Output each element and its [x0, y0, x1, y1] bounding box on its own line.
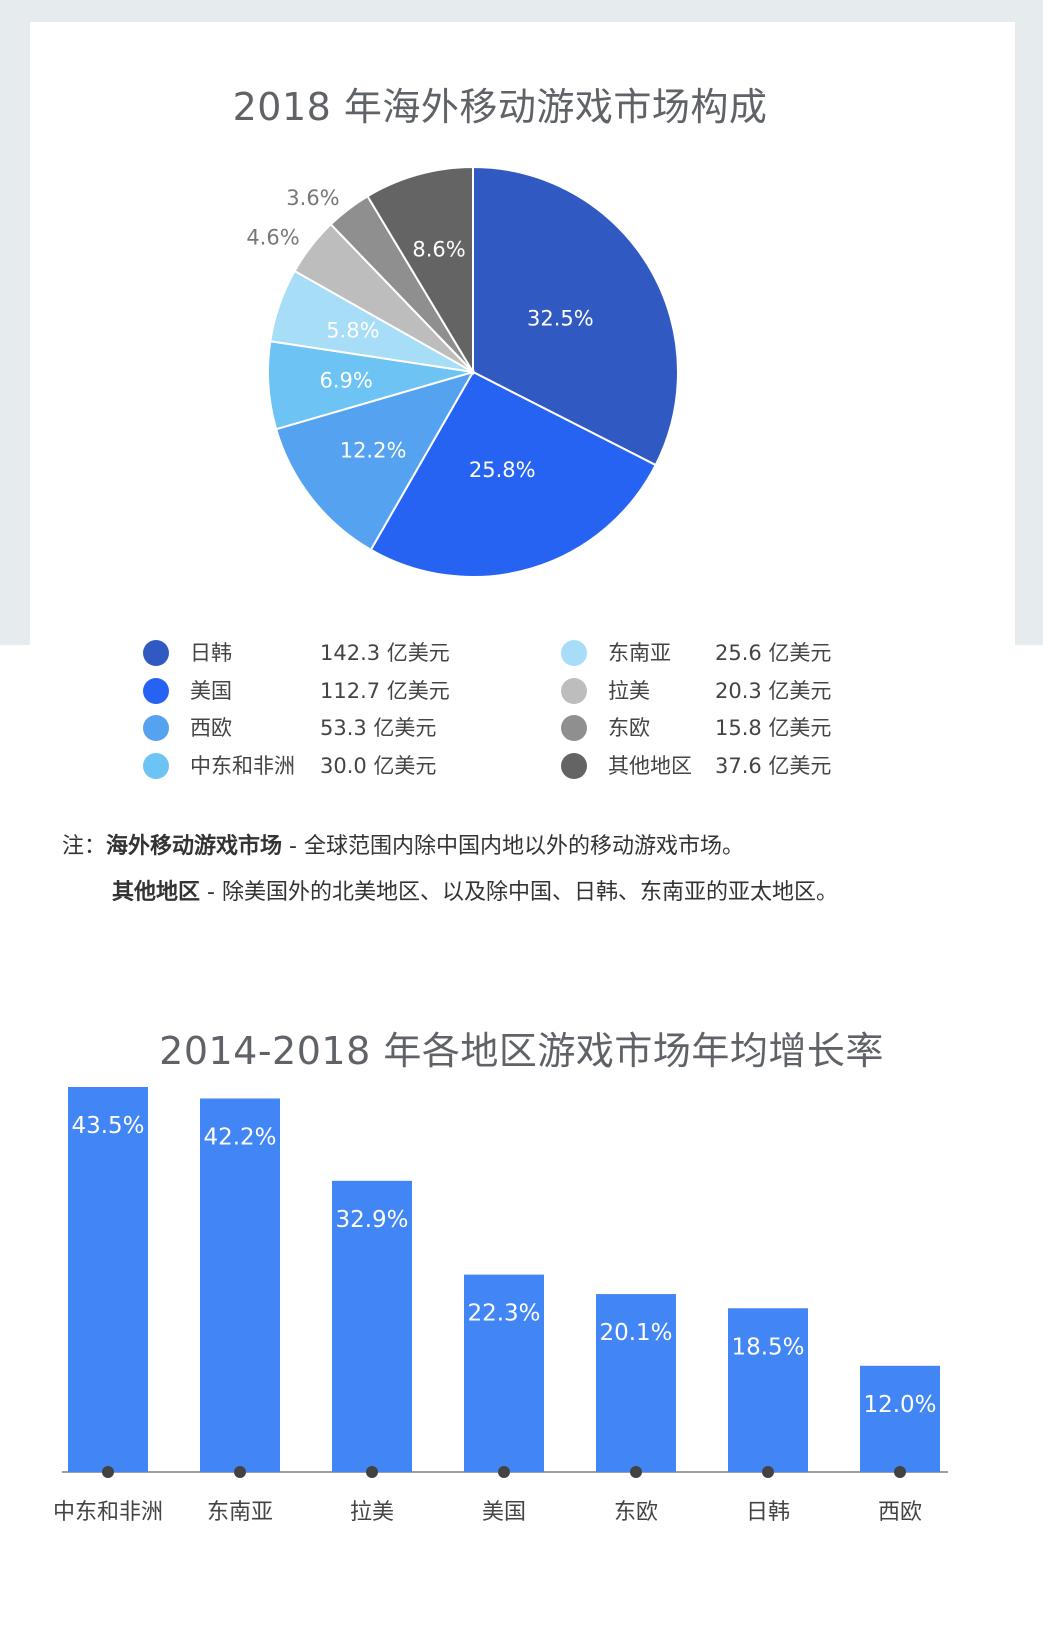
legend-label: 东南亚 [608, 641, 671, 665]
bar-value-label-1: 42.2% [203, 1125, 276, 1151]
pie-slice-label-4: 5.8% [326, 318, 379, 342]
pie-slice-label-6: 3.6% [286, 186, 339, 210]
bar-tick-dot-4 [630, 1466, 642, 1478]
legend-label: 日韩 [190, 641, 232, 665]
footnote-term-1: 海外移动游戏市场 [106, 834, 283, 859]
legend-swatch [143, 715, 169, 741]
bar-tick-dot-2 [366, 1466, 378, 1478]
legend-value: 25.6 亿美元 [715, 641, 832, 665]
legend-swatch [143, 677, 169, 704]
bar-category-label-4: 东欧 [614, 1500, 658, 1525]
legend-value: 53.3 亿美元 [320, 716, 437, 740]
bar-5 [728, 1308, 808, 1472]
legend-swatch [561, 640, 587, 666]
pie-slice-label-1: 25.8% [469, 458, 536, 482]
legend-swatch [561, 677, 587, 704]
legend-label: 中东和非洲 [190, 753, 295, 778]
pie-legend: 日韩 142.3 亿美元美国 112.7 亿美元西欧 53.3 亿美元中东和非洲 30.… [0, 640, 1043, 810]
bar-category-label-5: 日韩 [746, 1500, 790, 1525]
bar-value-label-0: 43.5% [71, 1113, 144, 1139]
legend-value: 142.3 亿美元 [320, 641, 450, 665]
pie-slice-label-3: 6.9% [319, 368, 372, 392]
bar-1 [200, 1098, 280, 1472]
bar-tick-dot-0 [102, 1466, 114, 1478]
bar-tick-dot-5 [762, 1466, 774, 1478]
bar-category-label-1: 东南亚 [207, 1500, 273, 1525]
legend-label: 美国 [190, 678, 232, 703]
bar-0 [68, 1087, 148, 1472]
legend-value: 37.6 亿美元 [715, 753, 832, 778]
bar-value-label-3: 22.3% [467, 1301, 540, 1327]
pie-chart: 32.5% 25.8% 12.2% 6.9% 5.8% 4.6% 3.6% 8.6% [246, 165, 679, 578]
bar-value-label-2: 32.9% [335, 1207, 408, 1233]
legend-label: 拉美 [608, 678, 650, 703]
bar-value-label-6: 12.0% [863, 1392, 936, 1418]
bar-category-label-0: 中东和非洲 [53, 1500, 163, 1525]
bar-category-label-6: 西欧 [878, 1500, 922, 1525]
legend-swatch [143, 640, 169, 666]
pie-chart-title: 2018 年海外移动游戏市场构成 [232, 85, 768, 129]
legend-value: 112.7 亿美元 [320, 678, 450, 703]
legend-swatch [561, 752, 587, 779]
bar-category-label-3: 美国 [482, 1500, 526, 1525]
pie-slice-label-5: 4.6% [246, 226, 299, 250]
bar-3 [464, 1274, 544, 1472]
legend-value: 15.8 亿美元 [715, 716, 832, 740]
footnote-definition-2: - 除美国外的北美地区、以及除中国、日韩、东南亚的亚太地区。 [200, 880, 838, 905]
legend-label: 其他地区 [608, 753, 692, 778]
footnote-line-2: 其他地区 - 除美国外的北美地区、以及除中国、日韩、东南亚的亚太地区。 [112, 874, 838, 906]
bar-2 [332, 1180, 412, 1472]
pie-slice-label-0: 32.5% [527, 306, 594, 330]
bar-tick-dot-6 [894, 1466, 906, 1478]
legend-label: 东欧 [608, 716, 650, 740]
pie-slice-0 [472, 165, 679, 467]
pie-slice-label-7: 8.6% [412, 238, 465, 262]
legend-label: 西欧 [190, 716, 232, 740]
footnote-prefix: 注： [62, 834, 107, 859]
pie-slice-1 [369, 370, 658, 578]
bar-4 [596, 1294, 676, 1472]
bar-chart-title: 2014-2018 年各地区游戏市场年均增长率 [159, 1029, 884, 1073]
legend-value: 30.0 亿美元 [320, 753, 437, 778]
bar-tick-dot-3 [498, 1466, 510, 1478]
bar-value-label-4: 20.1% [599, 1320, 672, 1346]
footnote-term-2: 其他地区 [112, 880, 201, 905]
pie-slice-label-2: 12.2% [340, 439, 407, 463]
bar-value-label-5: 18.5% [731, 1334, 804, 1360]
legend-swatch [143, 752, 169, 779]
pie-slice-2 [274, 370, 476, 552]
bar-category-label-2: 拉美 [350, 1500, 394, 1525]
pie-slice-7 [366, 165, 474, 376]
legend-value: 20.3 亿美元 [715, 678, 832, 703]
bar-6 [860, 1365, 940, 1472]
footnote-definition-1: - 全球范围内除中国内地以外的移动游戏市场。 [282, 834, 744, 859]
legend-swatch [561, 715, 587, 741]
bar-tick-dot-1 [234, 1466, 246, 1478]
footnote-line-1: 注：海外移动游戏市场 - 全球范围内除中国内地以外的移动游戏市场。 [62, 828, 744, 860]
